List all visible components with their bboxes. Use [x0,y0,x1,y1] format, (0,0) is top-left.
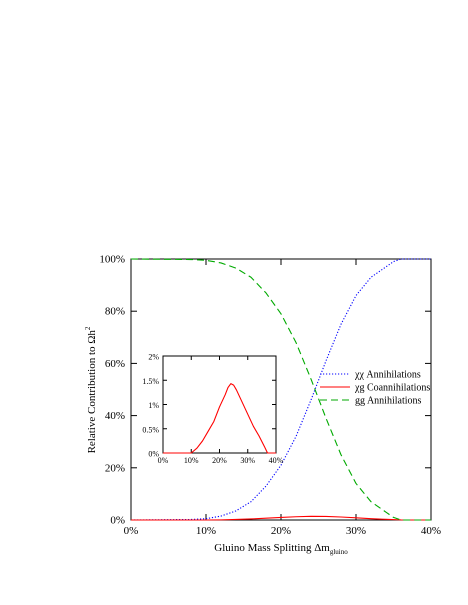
series-line-g-coannihilations [163,383,276,454]
x-tick-label: 10% [184,456,199,465]
x-tick-label: 20% [212,456,227,465]
x-tick-label: 10% [196,525,216,537]
inset-plot: 0% 10% 20% 30% 40% 0% 0.5% 1% 1.5% 2% [142,353,283,466]
legend: χχ Annihilations χg Coannihilations gg Ann… [320,370,430,407]
y-axis-title-main: Relative Contribution to Ωh [86,330,98,454]
y-tick-label: 20% [105,462,125,474]
x-tick-label: 40% [269,456,284,465]
y-tick-label: 0.5% [142,425,159,434]
legend-label: χχ Annihilations [354,370,421,381]
main-plot: 0% 10% 20% 30% 40% 0%20%40%60%80%100% Gluino… [84,254,441,557]
inset-y-tick-labels: 0% 0.5% 1% 1.5% 2% [142,353,159,459]
x-tick-label: 0% [158,456,169,465]
y-tick-label: 1% [148,401,159,410]
x-axis-title-main: Gluino Mass Splitting Δm [214,542,330,554]
inset-x-tick-labels: 0% 10% 20% 30% 40% [158,456,284,465]
y-tick-label: 40% [105,410,125,422]
series-line-g-coannihilations [131,515,431,521]
y-tick-label: 2% [148,353,159,362]
y-axis-title: Relative Contribution to Ωh2 [84,326,98,453]
y-tick-label: 0% [110,515,125,527]
y-tick-label: 100% [99,254,125,266]
x-axis-title: Gluino Mass Splitting Δmgluino [214,542,348,556]
y-axis-title-superscript: 2 [84,326,92,330]
y-tick-label: 0% [148,450,159,459]
inset-series [163,383,276,454]
x-tick-label: 30% [346,525,366,537]
x-tick-label: 0% [124,525,139,537]
y-tick-label: 1.5% [142,377,159,386]
legend-label: χg Coannihilations [354,383,430,394]
x-axis-title-subscript: gluino [330,548,348,556]
series-line-annihilations [130,258,431,521]
series-line-gg-annihilations [130,258,431,521]
main-series [130,258,431,521]
x-tick-label: 20% [271,525,291,537]
legend-label: gg Annihilations [355,396,422,407]
inset-plot-frame [162,355,277,454]
y-tick-label: 80% [105,306,125,318]
main-x-tick-labels: 0% 10% 20% 30% 40% [124,525,441,537]
main-y-tick-labels: 0% 20% 40% 60% 80% 100% [99,254,125,527]
x-tick-label: 40% [421,525,441,537]
x-tick-label: 30% [240,456,255,465]
y-tick-label: 60% [105,358,125,370]
